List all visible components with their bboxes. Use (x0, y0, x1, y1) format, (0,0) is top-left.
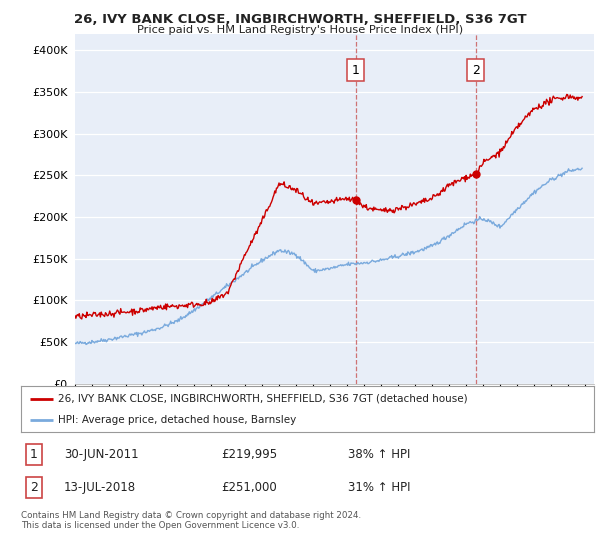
Text: £219,995: £219,995 (221, 448, 278, 461)
Text: 1: 1 (29, 448, 38, 461)
Text: 1: 1 (352, 64, 360, 77)
Text: 38% ↑ HPI: 38% ↑ HPI (347, 448, 410, 461)
Text: £251,000: £251,000 (221, 481, 277, 494)
Text: 31% ↑ HPI: 31% ↑ HPI (347, 481, 410, 494)
Text: 2: 2 (472, 64, 479, 77)
Text: 13-JUL-2018: 13-JUL-2018 (64, 481, 136, 494)
Text: 2: 2 (29, 481, 38, 494)
Text: 26, IVY BANK CLOSE, INGBIRCHWORTH, SHEFFIELD, S36 7GT: 26, IVY BANK CLOSE, INGBIRCHWORTH, SHEFF… (74, 13, 526, 26)
Text: Contains HM Land Registry data © Crown copyright and database right 2024.
This d: Contains HM Land Registry data © Crown c… (21, 511, 361, 530)
Text: 30-JUN-2011: 30-JUN-2011 (64, 448, 139, 461)
Text: Price paid vs. HM Land Registry's House Price Index (HPI): Price paid vs. HM Land Registry's House … (137, 25, 463, 35)
Text: 26, IVY BANK CLOSE, INGBIRCHWORTH, SHEFFIELD, S36 7GT (detached house): 26, IVY BANK CLOSE, INGBIRCHWORTH, SHEFF… (58, 394, 468, 404)
Text: HPI: Average price, detached house, Barnsley: HPI: Average price, detached house, Barn… (58, 415, 296, 425)
